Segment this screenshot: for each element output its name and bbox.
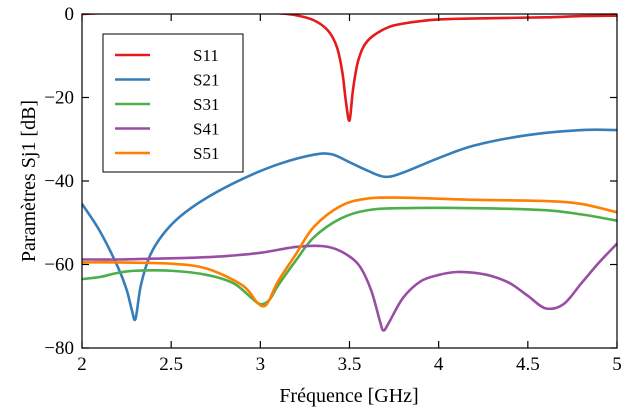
y-tick-label: −80	[44, 338, 74, 359]
legend: S11 S21 S31 S41 S51	[102, 33, 244, 173]
x-tick-label: 2.5	[159, 354, 183, 375]
legend-label-s11: S11	[193, 46, 219, 65]
legend-label-s51: S51	[193, 144, 219, 163]
y-tick-label: −60	[44, 255, 74, 276]
ticks-layer: 2 2.5 3 3.5 4 4.5 5 0 −20 −40 −60 −80	[44, 4, 621, 375]
y-axis-label: Paramètres Sj1 [dB]	[18, 100, 40, 262]
series-line-s51	[82, 196, 617, 308]
y-tick-label: 0	[65, 4, 75, 25]
x-tick-label: 4	[434, 354, 444, 375]
series-layer	[82, 14, 617, 332]
x-tick-label: 4.5	[516, 354, 540, 375]
legend-label-s41: S41	[193, 120, 219, 139]
x-tick-label: 3.5	[338, 354, 362, 375]
x-tick-label: 5	[612, 354, 622, 375]
series-line-s21	[82, 128, 617, 322]
y-tick-label: −20	[44, 88, 74, 109]
series-line-s11	[82, 14, 617, 122]
legend-label-s21: S21	[193, 71, 219, 90]
legend-label-s31: S31	[193, 95, 219, 114]
x-tick-label: 3	[256, 354, 266, 375]
y-tick-label: −40	[44, 171, 74, 192]
x-axis-label: Fréquence [GHz]	[279, 385, 418, 407]
x-tick-label: 2	[77, 354, 87, 375]
series-line-s41	[82, 242, 617, 332]
